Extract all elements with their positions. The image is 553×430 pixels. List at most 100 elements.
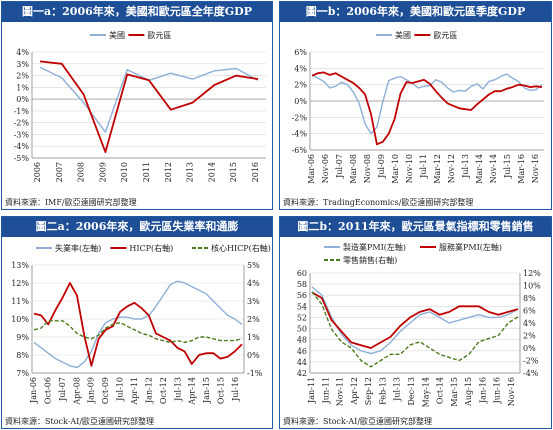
x-tick-label: 2008 [77,162,86,182]
series-line [311,286,519,355]
x-tick-label: Nov-10 [405,154,414,183]
x-tick-label: Mar-08 [349,154,358,184]
y-tick-label: 4% [294,64,307,73]
y-tick-label: 2% [294,81,307,90]
y-tick-label: 0% [16,95,29,104]
series-line [311,291,519,368]
y2-tick-label: -1% [247,369,263,378]
legend-label: 歐元區 [147,30,171,40]
x-tick-label: Jul-10 [116,377,125,402]
y-tick-label: -4% [14,142,30,151]
chart-source: 資料來源：Stock-AI/歐亞遠國研究部整理 [5,417,155,426]
x-tick-label: Jul-13 [173,377,182,402]
chart-1b: -6% -4% -2% 0% 2% 4% 6% Mar-06 Nov-06 Jul-07 Mar-0… [292,30,544,184]
y2-tick-label: 5% [247,261,260,270]
x-tick-label: Mar-14 [475,154,484,184]
panel-2a: 圖二a：2006年來，歐元區失業率和通膨 7% 8% 9% 10% 11% 12% 13% -… [1,216,273,429]
y-tick-label: 44 [297,358,307,367]
x-tick-label: Oct-15 [217,377,226,404]
x-tick-label: Nov-08 [363,154,372,183]
chart-source: 資料來源：Stock-AI/歐亞遠國研究部整理 [283,417,433,426]
x-tick-label: 2015 [229,162,238,182]
y-tick-label: 60 [297,269,307,278]
x-tick-label: Jul-07 [58,377,67,402]
x-tick-label: Jan-06 [29,377,38,404]
panel-title: 圖一b：2006年來，美國和歐元區季度GDP [280,2,551,22]
x-tick-label: Mar-06 [307,154,316,184]
y-tick-label: -1% [14,107,30,116]
y-tick-label: 4% [16,48,29,57]
y-tick-label: 13% [11,261,29,270]
y2-tick-label: 8% [523,294,536,303]
legend-label: 歐元區 [433,30,457,40]
y-tick-label: 8% [16,351,29,360]
x-tick-label: Jul-13 [393,377,402,402]
chart-1a: -5% -4% -3% -2% -1% 0% 1% 2% 3% 4% 2006 2007 2008 200… [14,30,266,182]
x-tick-label: Mar-15 [450,377,459,407]
y-tick-label: 12% [11,279,29,288]
y-tick-label: 6% [294,48,307,57]
series-line [33,320,243,344]
y2-tick-label: 6% [523,307,536,316]
x-tick-label: Jan-09 [87,377,96,404]
y2-tick-label: 0% [247,351,260,360]
x-tick-label: 2009 [98,162,107,182]
x-tick-label: Nov-16 [507,377,516,406]
y-tick-label: 1% [16,83,29,92]
series-line [33,280,243,369]
legend-label: 失業率(左軸) [55,243,101,253]
y-tick-label: 50 [297,325,307,334]
y2-tick-label: 0% [523,344,536,353]
legend-label: 美國 [109,30,125,40]
chart-2b: 42 44 46 48 50 52 54 56 58 60 -4% -2% 0% 2% 4% 6% 8% 10% 1… [297,242,541,407]
x-tick-label: Apr-12 [350,377,359,406]
panel-2b: 圖二b：2011年來，歐元區景氣指標和零售銷售 42 44 46 48 50 52 54 56… [279,216,552,429]
x-tick-label: May-14 [421,377,430,407]
y2-tick-label: 10% [523,282,541,291]
x-tick-label: Feb-13 [378,377,387,405]
y2-tick-label: 2% [247,315,260,324]
x-tick-label: Mar-12 [433,154,442,184]
x-tick-label: Jul-07 [335,154,344,179]
legend-label: 零售銷售(右軸) [343,255,397,265]
y2-tick-label: 4% [523,319,536,328]
y-tick-label: 3% [16,60,29,69]
x-tick-label: 2010 [120,162,129,182]
series-line [311,71,543,146]
chart-2a: 7% 8% 9% 10% 11% 12% 13% -1% 0% 1% 2% 3% 4% 5% Jan-06 O… [11,243,271,406]
x-tick-label: Jul-11 [419,154,428,179]
legend-label: 製造業PMI(左軸) [343,242,406,252]
y2-tick-label: -4% [523,369,539,378]
panel-title: 圖一a：2006年來，美國和歐元區全年度GDP [2,2,272,22]
x-tick-label: Oct-09 [101,377,110,404]
y2-tick-label: 4% [247,279,260,288]
x-tick-label: 2014 [207,162,216,182]
legend-label: 美國 [395,30,411,40]
x-tick-label: Mar-16 [517,154,526,184]
y2-tick-label: 2% [523,332,536,341]
y-tick-label: 54 [297,302,307,311]
y2-tick-label: -2% [523,357,539,366]
series-line [311,73,543,135]
x-tick-label: Jun-16 [493,377,502,404]
y-tick-label: 56 [297,291,307,300]
x-tick-label: 2013 [186,162,195,182]
x-tick-label: Apr-08 [72,377,81,406]
y2-tick-label: 1% [247,333,260,342]
x-tick-label: Jan-12 [144,377,153,404]
x-tick-label: Jul-13 [461,154,470,179]
x-tick-label: Jun-11 [321,377,330,404]
x-tick-label: 2006 [33,162,42,182]
y-tick-label: 42 [297,369,307,378]
panel-1a: 圖一a：2006年來，美國和歐元區全年度GDP -5% -4% -3% -2% -1% 0… [1,1,273,210]
y-tick-label: 7% [16,369,29,378]
x-tick-label: Oct-12 [159,377,168,404]
x-tick-label: Nov-11 [336,377,345,406]
x-tick-label: Nov-06 [321,154,330,183]
x-tick-label: Jan-15 [202,377,211,404]
series-line [311,291,519,349]
y-tick-label: 46 [297,347,307,356]
chart-source: 資料來源：TradingEconomics/歐亞遠國研究部整理 [283,198,474,207]
y-tick-label: -6% [292,146,308,155]
x-tick-label: Jul-15 [503,154,512,179]
